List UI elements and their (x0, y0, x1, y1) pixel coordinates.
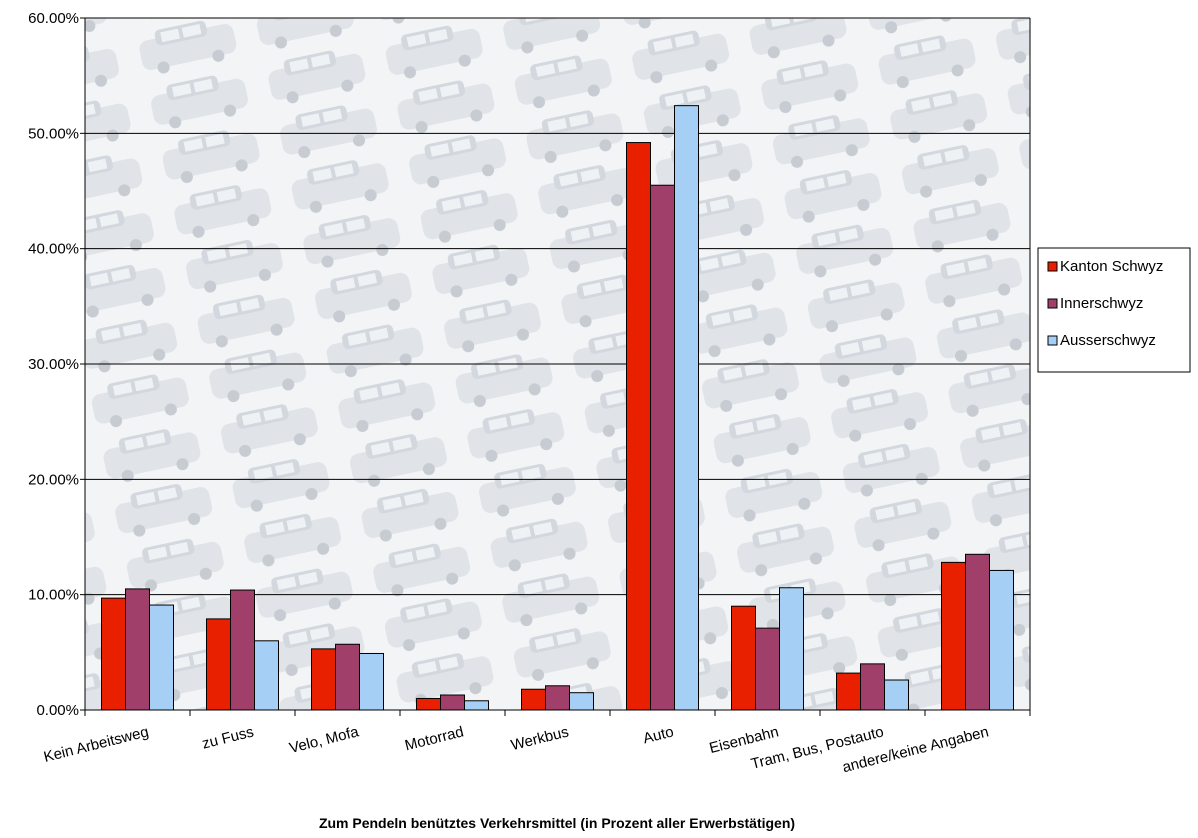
bar-innerschwyz-6 (755, 627, 780, 711)
bar-ausserschwyz-6 (779, 587, 804, 711)
x-tick-label: zu Fuss (200, 723, 255, 752)
y-tick-label: 30.00% (28, 356, 79, 373)
y-tick-label: 40.00% (28, 241, 79, 258)
bar-ausserschwyz-4 (569, 692, 594, 711)
y-tick-label: 0.00% (36, 702, 79, 719)
y-tick-label: 50.00% (28, 125, 79, 142)
bar-ausserschwyz-3 (464, 700, 489, 711)
bar-kanton-schwyz-1 (206, 618, 231, 711)
x-axis-title: Zum Pendeln benütztes Verkehrsmittel (in… (319, 815, 795, 831)
bar-kanton-schwyz-2 (311, 648, 336, 711)
bar-ausserschwyz-0 (149, 604, 174, 711)
bar-ausserschwyz-1 (254, 640, 279, 711)
bar-kanton-schwyz-5 (626, 142, 651, 711)
legend-label: Kanton Schwyz (1060, 258, 1163, 275)
x-tick-label: Werkbus (509, 723, 570, 754)
legend: Kanton Schwyz Innerschwyz Ausserschwyz (1037, 247, 1191, 373)
bar-innerschwyz-4 (545, 685, 570, 711)
bar-innerschwyz-8 (965, 553, 990, 711)
bar-innerschwyz-7 (860, 663, 885, 711)
bar-ausserschwyz-7 (884, 679, 909, 711)
bar-ausserschwyz-5 (674, 105, 699, 711)
bar-kanton-schwyz-0 (101, 597, 126, 711)
legend-label: Innerschwyz (1060, 295, 1143, 312)
bar-kanton-schwyz-6 (731, 605, 756, 711)
x-tick-label: Kein Arbeitsweg (42, 723, 150, 766)
bar-kanton-schwyz-3 (416, 697, 441, 711)
x-tick-label: Velo, Mofa (288, 723, 362, 757)
legend-swatch (1047, 298, 1058, 309)
legend-label: Ausserschwyz (1060, 332, 1156, 349)
bar-innerschwyz-0 (125, 588, 150, 711)
legend-swatch (1047, 261, 1058, 272)
bar-innerschwyz-5 (650, 184, 675, 711)
bar-kanton-schwyz-4 (521, 688, 546, 711)
x-tick-label: Auto (641, 723, 675, 747)
y-tick-label: 60.00% (28, 10, 79, 27)
bar-innerschwyz-2 (335, 643, 360, 711)
bar-kanton-schwyz-7 (836, 672, 861, 711)
bar-innerschwyz-3 (440, 694, 465, 711)
bar-ausserschwyz-8 (989, 569, 1014, 711)
bar-innerschwyz-1 (230, 589, 255, 711)
y-tick-label: 10.00% (28, 587, 79, 604)
bar-ausserschwyz-2 (359, 652, 384, 711)
y-tick-label: 20.00% (28, 471, 79, 488)
legend-swatch (1047, 335, 1058, 346)
legend-box (1037, 247, 1191, 373)
x-tick-label: Motorrad (403, 723, 465, 754)
bar-kanton-schwyz-8 (941, 561, 966, 711)
